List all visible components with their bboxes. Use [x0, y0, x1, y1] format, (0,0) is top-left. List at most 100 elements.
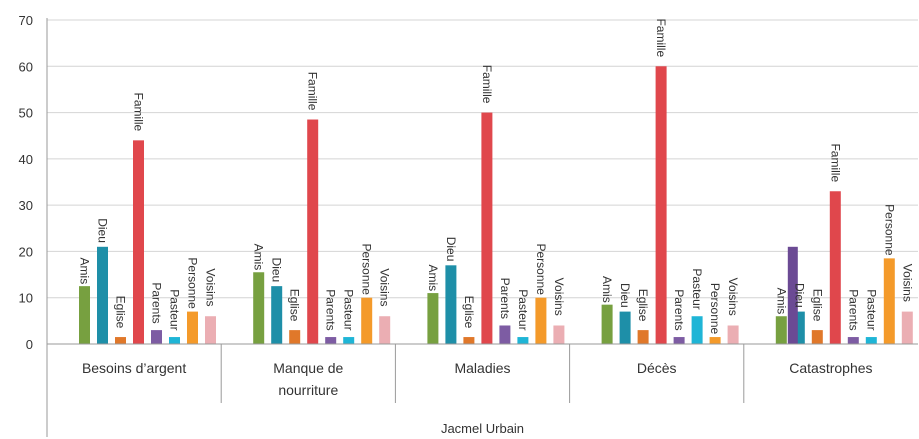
bar-label: Dieu: [618, 283, 632, 308]
bar-label: Eglise: [810, 289, 824, 322]
category-label: nourriture: [278, 382, 338, 398]
bar: [115, 337, 126, 344]
bar: [637, 330, 649, 344]
y-tick-label: 10: [19, 291, 33, 306]
bar-label: Eglise: [636, 289, 650, 322]
bar: [865, 337, 877, 344]
bar-label: Famille: [306, 72, 320, 111]
bar: [271, 286, 283, 344]
y-tick-label: 0: [26, 337, 33, 352]
bar: [253, 272, 265, 344]
bar-label: Famille: [828, 143, 842, 182]
bar-label: Parents: [150, 282, 164, 323]
bar: [847, 337, 859, 344]
bar-label: Voisins: [552, 278, 566, 316]
bar: [673, 337, 685, 344]
bar: [427, 293, 439, 344]
bar-label: Personne: [360, 244, 374, 296]
bar: [97, 246, 108, 344]
bar: [787, 246, 798, 344]
category-label: Manque de: [273, 360, 343, 376]
bar: [655, 66, 667, 345]
bar: [691, 316, 703, 344]
bar-label: Dieu: [792, 283, 806, 308]
y-axis-ticks: 0 10 20 30 40 50 60 70: [19, 13, 33, 352]
bar-label: Famille: [654, 18, 668, 57]
bar-label: Personne: [882, 204, 896, 256]
bar: [361, 297, 373, 344]
bar-label: Parents: [672, 289, 686, 330]
bar: [343, 337, 355, 344]
bar: [727, 325, 739, 344]
bar: [499, 325, 511, 344]
category-label: Besoins d’argent: [82, 360, 186, 376]
y-tick-label: 40: [19, 152, 33, 167]
bar: [325, 337, 337, 344]
bar-labels: Amis Dieu Eglise Famille Parents Pasteur Perso…: [78, 18, 915, 334]
bar: [535, 297, 547, 344]
category-label: Catastrophes: [789, 360, 872, 376]
bar-label: Voisins: [204, 268, 218, 306]
bar: [481, 112, 493, 344]
bar: [307, 119, 319, 344]
x-axis-title: Jacmel Urbain: [441, 421, 524, 436]
bar-label: Eglise: [288, 289, 302, 322]
bar: [205, 316, 216, 344]
bar: [445, 265, 457, 344]
bar: [463, 337, 475, 344]
bar-label: Personne: [534, 244, 548, 296]
bar-label: Amis: [600, 276, 614, 303]
bar-label: Famille: [480, 65, 494, 104]
bar-label: Voisins: [726, 278, 740, 316]
category-labels: Besoins d’argent Manque de nourriture Malad…: [82, 360, 873, 398]
bar-label: Pasteur: [516, 289, 530, 330]
bar-label: Eglise: [462, 296, 476, 329]
bar-label: Amis: [426, 264, 440, 291]
bar: [901, 311, 913, 344]
bar-label: Amis: [78, 258, 92, 285]
bar-label: Parents: [498, 278, 512, 319]
axes: [46, 18, 918, 437]
category-label: Maladies: [454, 360, 510, 376]
bar: [775, 316, 787, 344]
bar-label: Pasteur: [168, 289, 182, 330]
bar-label: Pasteur: [690, 268, 704, 309]
bar: [379, 316, 391, 344]
y-tick-label: 70: [19, 13, 33, 28]
bar-label: Parents: [846, 289, 860, 330]
bar-label: Dieu: [96, 218, 110, 243]
bar: [709, 337, 721, 344]
bar-label: Voisins: [900, 264, 914, 302]
bar-label: Personne: [186, 257, 200, 309]
bar: [289, 330, 301, 344]
bar: [619, 311, 631, 344]
bar-label: Famille: [132, 93, 146, 132]
bar: [133, 140, 144, 344]
y-tick-label: 20: [19, 244, 33, 259]
bar: [601, 304, 613, 344]
bar-label: Eglise: [114, 296, 128, 329]
bars: [79, 66, 913, 345]
bar-label: Pasteur: [864, 289, 878, 330]
bar: [187, 311, 198, 344]
bar-label: Dieu: [444, 237, 458, 262]
bar: [829, 191, 841, 344]
bar: [553, 325, 565, 344]
y-tick-label: 60: [19, 59, 33, 74]
bar: [151, 330, 162, 344]
bar: [517, 337, 529, 344]
bar-label: Voisins: [378, 268, 392, 306]
bar: [883, 258, 895, 344]
bar-label: Amis: [774, 288, 788, 315]
bar-label: Personne: [708, 283, 722, 335]
bar: [811, 330, 823, 344]
bar-label: Amis: [252, 244, 266, 271]
category-label: Décès: [637, 360, 677, 376]
bar: [79, 286, 90, 344]
bar-label: Dieu: [270, 258, 284, 283]
bar-label: Pasteur: [342, 289, 356, 330]
y-tick-label: 50: [19, 106, 33, 121]
bar: [169, 337, 180, 344]
y-tick-label: 30: [19, 198, 33, 213]
